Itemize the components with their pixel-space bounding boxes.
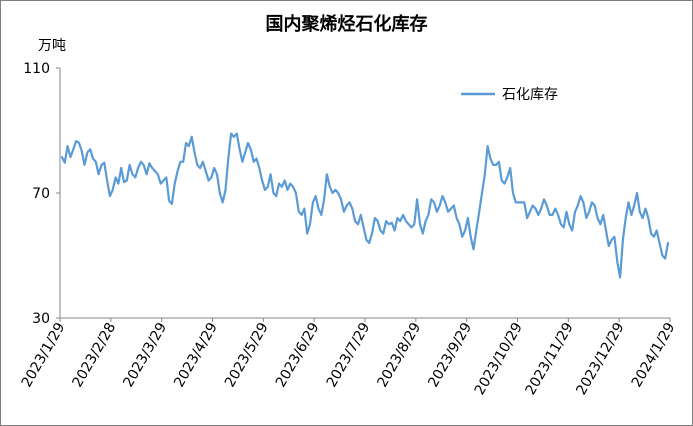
x-tick-label: 2023/2/28 [70,320,120,390]
y-axis-unit-label: 万吨 [38,38,66,54]
x-tick-label: 2023/6/29 [273,320,323,390]
y-tick-label: 30 [32,311,50,327]
x-tick-label: 2023/1/29 [19,320,69,390]
x-tick-label: 2023/8/29 [375,320,425,390]
y-tick-label: 110 [23,61,50,77]
x-tick-label: 2023/9/29 [425,320,475,390]
x-tick-label: 2023/12/29 [573,320,627,398]
x-tick-label: 2023/11/29 [523,320,577,398]
y-tick-label: 70 [32,186,50,202]
legend-label: 石化库存 [502,87,558,103]
x-tick-label: 2023/3/29 [120,320,170,390]
x-tick-label: 2023/10/29 [472,320,526,398]
legend: 石化库存 [461,87,558,103]
series-layer [60,132,670,279]
x-tick-label: 2023/4/29 [171,320,221,390]
x-tick-label: 2023/7/29 [324,320,374,390]
x-tick-label: 2023/5/29 [222,320,272,390]
series-line-0 [60,132,670,279]
x-tick-label: 2024/1/29 [629,320,679,390]
axes: 30 70 110 2023/1/29 2023/2/28 2023/3/29 2023/4… [19,61,679,398]
chart-title: 国内聚烯烃石化库存 [265,14,428,35]
